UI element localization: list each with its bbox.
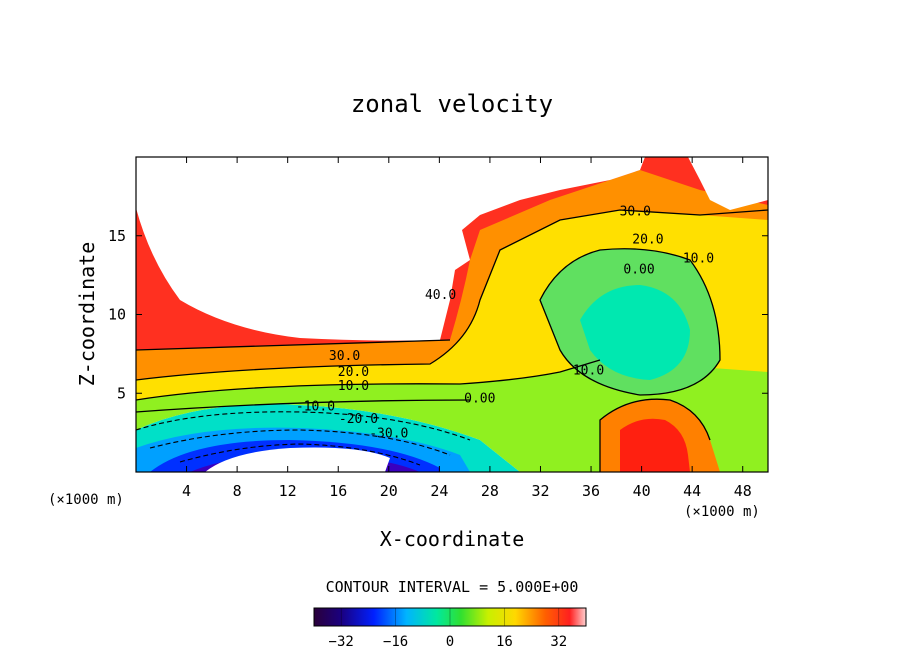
contour-label: 30.0 (329, 349, 360, 364)
x-tick-label: 24 (430, 482, 448, 500)
contour-label: 40.0 (425, 288, 456, 303)
contour-label: 30.0 (620, 204, 651, 219)
colorbar-tick-label: −32 (329, 634, 354, 650)
contour-label: 20.0 (338, 365, 369, 380)
x-unit-note-left: (×1000 m) (48, 492, 124, 508)
colorbar-ticks: −32 −16 0 16 32 (329, 608, 567, 650)
contour-labels: 30.020.010.040.00.00-10.0-20.0-30.030.02… (296, 204, 714, 441)
contour-label: 0.00 (464, 392, 495, 407)
plot-area (136, 157, 768, 472)
contour-lines-negative (136, 411, 471, 466)
contour-label: 10.0 (683, 252, 714, 267)
field-warm-patch-2 (620, 418, 690, 472)
x-unit-note-right: (×1000 m) (684, 504, 760, 520)
colorbar-tick-label: 32 (550, 634, 567, 650)
y-tick-label: 5 (117, 384, 126, 402)
colorbar-tick-label: 16 (496, 634, 513, 650)
y-axis-label: Z-coordinate (75, 242, 99, 387)
x-tick-label: 20 (380, 482, 398, 500)
x-tick-label: 4 (182, 482, 191, 500)
x-tick-label: 40 (633, 482, 651, 500)
contour-label: -30.0 (369, 426, 408, 441)
y-tick-label: 10 (108, 306, 126, 324)
contour-label: 0.00 (623, 263, 654, 278)
x-tick-label: 44 (683, 482, 701, 500)
masked-region-bottom (205, 447, 390, 472)
field-basin-2 (580, 285, 690, 380)
x-tick-label: 16 (329, 482, 347, 500)
x-tick-label: 8 (233, 482, 242, 500)
contour-label: 10.0 (573, 363, 604, 378)
x-tick-label: 32 (531, 482, 549, 500)
contour-label: -20.0 (339, 412, 378, 427)
contour-label: 10.0 (338, 379, 369, 394)
y-tick-label: 15 (108, 227, 126, 245)
x-tick-label: 36 (582, 482, 600, 500)
chart-title: zonal velocity (351, 90, 553, 118)
x-axis-label: X-coordinate (380, 527, 525, 551)
contour-label: 20.0 (632, 233, 663, 248)
contour-lines (136, 209, 768, 472)
contour-interval-caption: CONTOUR INTERVAL = 5.000E+00 (326, 578, 579, 596)
colorbar-tick-label: 0 (446, 634, 454, 650)
x-tick-label: 12 (279, 482, 297, 500)
x-tick-label: 48 (734, 482, 752, 500)
x-tick-label: 28 (481, 482, 499, 500)
colorbar-tick-label: −16 (383, 634, 408, 650)
masked-region-upper-right (688, 157, 768, 210)
contour-label: -10.0 (296, 400, 335, 415)
masked-region-upper-left (136, 157, 645, 341)
